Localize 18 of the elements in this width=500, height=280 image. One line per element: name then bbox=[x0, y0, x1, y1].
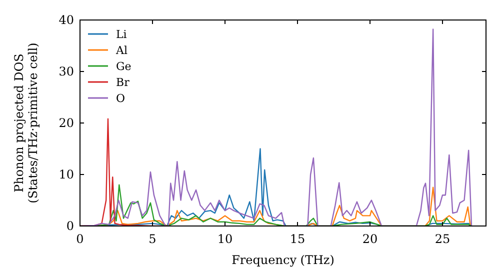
x-tick-label: 15 bbox=[290, 232, 306, 246]
y-tick-label: 40 bbox=[58, 13, 74, 28]
x-tick-label: 5 bbox=[148, 232, 156, 246]
legend-label: O bbox=[116, 92, 126, 105]
legend-label: Li bbox=[116, 28, 128, 41]
x-tick-label: 25 bbox=[434, 232, 450, 246]
legend-label: Br bbox=[116, 76, 130, 89]
x-tick-label: 0 bbox=[76, 232, 84, 246]
y-tick-label: 10 bbox=[58, 168, 74, 182]
legend-label: Al bbox=[115, 44, 128, 57]
y-axis-title: Phonon projected DOS (States/THz·primitive cell) bbox=[12, 42, 40, 204]
y-tick-label: 30 bbox=[58, 64, 74, 79]
x-tick-label: 10 bbox=[217, 232, 233, 246]
legend-label: Ge bbox=[116, 60, 132, 73]
y-tick-label: 20 bbox=[58, 116, 74, 130]
x-tick-label: 20 bbox=[362, 232, 378, 246]
y-tick-label: 0 bbox=[66, 219, 74, 234]
x-axis-title: Frequency (THz) bbox=[232, 253, 334, 267]
